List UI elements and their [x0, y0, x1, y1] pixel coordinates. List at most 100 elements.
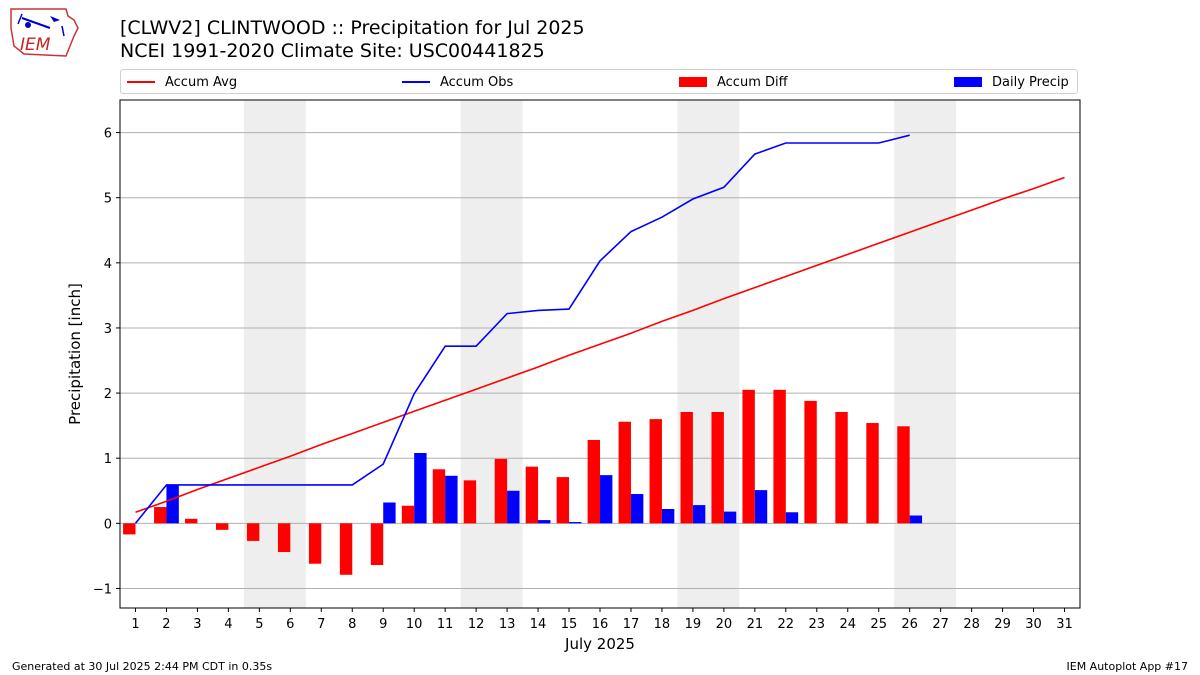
bar-daily-precip [630, 494, 644, 524]
bar-accum-diff [835, 411, 848, 524]
y-tick-label: 6 [104, 127, 112, 142]
bar-daily-precip [661, 509, 675, 524]
x-tick-label: 20 [716, 617, 733, 632]
y-tick-label: 0 [104, 517, 112, 532]
legend-label-accum-avg: Accum Avg [165, 74, 238, 90]
y-tick-label: 5 [104, 192, 112, 207]
bar-accum-diff [773, 389, 786, 524]
bar-daily-precip [166, 484, 179, 524]
weekend-shade [894, 100, 957, 608]
bar-accum-diff [587, 439, 600, 524]
legend-swatch-accum-diff [679, 77, 707, 87]
legend-item-daily-precip: Daily Precip [954, 74, 1069, 90]
weekend-shade [677, 100, 740, 608]
x-tick-label: 29 [994, 617, 1011, 632]
x-tick-label: 13 [499, 617, 516, 632]
bar-accum-diff [897, 426, 910, 524]
y-tick-label: 4 [104, 257, 112, 272]
bar-accum-diff [804, 400, 817, 524]
x-tick-label: 7 [317, 617, 325, 632]
bar-accum-diff [618, 421, 631, 524]
bar-accum-diff [246, 523, 260, 541]
bar-accum-diff [711, 411, 724, 524]
x-tick-label: 27 [932, 617, 949, 632]
footer-generated: Generated at 30 Jul 2025 2:44 PM CDT in … [12, 660, 273, 673]
x-tick-label: 31 [1056, 617, 1073, 632]
bar-accum-diff [463, 480, 477, 524]
x-axis-label: July 2025 [564, 635, 635, 653]
x-tick-label: 26 [901, 617, 918, 632]
x-tick-label: 9 [379, 617, 387, 632]
legend-item-accum-avg: Accum Avg [127, 74, 237, 90]
bar-daily-precip [445, 475, 458, 524]
bar-accum-diff [556, 477, 570, 524]
weekend-shade [460, 100, 523, 608]
bar-accum-diff [216, 523, 229, 530]
line-accum-obs [134, 134, 910, 524]
bar-daily-precip [692, 505, 706, 524]
bar-daily-precip [785, 512, 799, 524]
bar-accum-diff [866, 423, 879, 524]
bar-daily-precip [383, 502, 396, 524]
bar-daily-precip [723, 511, 737, 524]
x-tick-label: 3 [193, 617, 201, 632]
x-tick-label: 6 [286, 617, 294, 632]
y-tick-label: −1 [93, 582, 112, 597]
bar-daily-precip [600, 475, 613, 524]
bar-accum-diff [401, 505, 415, 524]
legend-label-accum-diff: Accum Diff [717, 74, 788, 90]
bar-accum-diff [123, 523, 136, 535]
y-tick-label: 2 [104, 387, 112, 402]
x-tick-label: 5 [255, 617, 263, 632]
x-tick-label: 4 [224, 617, 232, 632]
x-tick-label: 25 [870, 617, 887, 632]
bar-accum-diff [494, 458, 508, 524]
y-axis-label: Precipitation [inch] [66, 283, 84, 425]
bar-daily-precip [507, 490, 520, 524]
legend-label-accum-obs: Accum Obs [440, 74, 514, 90]
bar-daily-precip [909, 515, 923, 524]
chart-subtitle: NCEI 1991-2020 Climate Site: USC00441825 [120, 40, 545, 62]
bar-daily-precip [754, 490, 768, 524]
line-accum-avg [135, 176, 1065, 514]
x-tick-label: 22 [778, 617, 795, 632]
x-tick-label: 15 [561, 617, 578, 632]
bar-accum-diff [649, 419, 662, 524]
legend-item-accum-diff: Accum Diff [679, 74, 788, 90]
x-tick-label: 16 [592, 617, 609, 632]
x-tick-label: 21 [747, 617, 764, 632]
bar-accum-diff [185, 518, 198, 524]
x-tick-label: 18 [654, 617, 671, 632]
x-tick-label: 24 [839, 617, 856, 632]
x-tick-label: 11 [437, 617, 454, 632]
iowa-outline-icon: IEM [10, 8, 79, 57]
bar-accum-diff [370, 523, 384, 566]
bar-accum-diff [525, 466, 539, 524]
y-tick-label: 3 [104, 322, 112, 337]
chart-title: [CLWV2] CLINTWOOD :: Precipitation for J… [120, 17, 585, 39]
y-tick-label: 1 [104, 452, 112, 467]
x-tick-label: 2 [162, 617, 170, 632]
bar-daily-precip [538, 520, 551, 524]
x-tick-label: 10 [406, 617, 423, 632]
bar-accum-diff [154, 507, 167, 524]
x-tick-label: 30 [1025, 617, 1042, 632]
x-tick-label: 23 [809, 617, 826, 632]
iem-logo: IEM [8, 6, 82, 60]
x-tick-label: 1 [131, 617, 139, 632]
logo-text: IEM [20, 35, 51, 55]
legend: Accum Avg Accum Obs Accum Diff Daily Pre… [120, 69, 1078, 94]
x-tick-label: 17 [623, 617, 640, 632]
legend-swatch-accum-obs [402, 81, 430, 83]
x-tick-label: 28 [963, 617, 980, 632]
bar-accum-diff [680, 411, 693, 524]
bar-daily-precip [569, 522, 582, 524]
legend-item-accum-obs: Accum Obs [402, 74, 513, 90]
bar-accum-diff [277, 523, 291, 552]
bar-accum-diff [742, 389, 755, 524]
x-tick-label: 19 [685, 617, 702, 632]
legend-label-daily-precip: Daily Precip [992, 74, 1069, 90]
x-tick-label: 12 [468, 617, 485, 632]
legend-swatch-daily-precip [954, 77, 982, 87]
